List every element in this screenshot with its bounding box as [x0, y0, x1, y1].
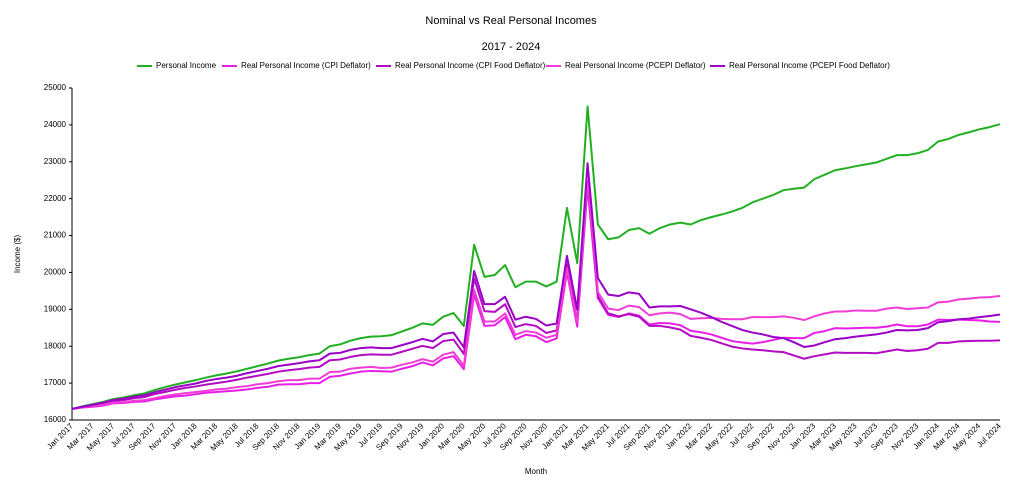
legend-label: Personal Income: [156, 61, 217, 70]
legend-label: Real Personal Income (CPI Food Deflator): [395, 61, 546, 70]
legend-label: Real Personal Income (PCEPI Food Deflato…: [729, 61, 890, 70]
y-tick-label: 19000: [44, 304, 67, 313]
y-tick-label: 16000: [44, 415, 67, 424]
y-tick-label: 17000: [44, 378, 67, 387]
series-line: [71, 182, 1001, 410]
y-tick-label: 20000: [44, 268, 67, 277]
y-tick-label: 21000: [44, 231, 67, 240]
series-line: [71, 105, 1001, 410]
y-tick-label: 18000: [44, 341, 67, 350]
y-tick-label: 25000: [44, 83, 67, 92]
y-axis-label: Income ($): [13, 235, 22, 274]
x-axis-label: Month: [525, 467, 547, 476]
y-tick-label: 23000: [44, 157, 67, 166]
chart-subtitle: 2017 - 2024: [482, 41, 541, 53]
series-line: [71, 162, 1001, 410]
chart-title: Nominal vs Real Personal Incomes: [425, 15, 597, 27]
y-tick-label: 22000: [44, 194, 67, 203]
legend-label: Real Personal Income (CPI Deflator): [241, 61, 371, 70]
legend-label: Real Personal Income (PCEPI Deflator): [565, 61, 706, 70]
series-line: [71, 185, 1001, 410]
series-line: [71, 179, 1001, 410]
y-tick-label: 24000: [44, 120, 67, 129]
